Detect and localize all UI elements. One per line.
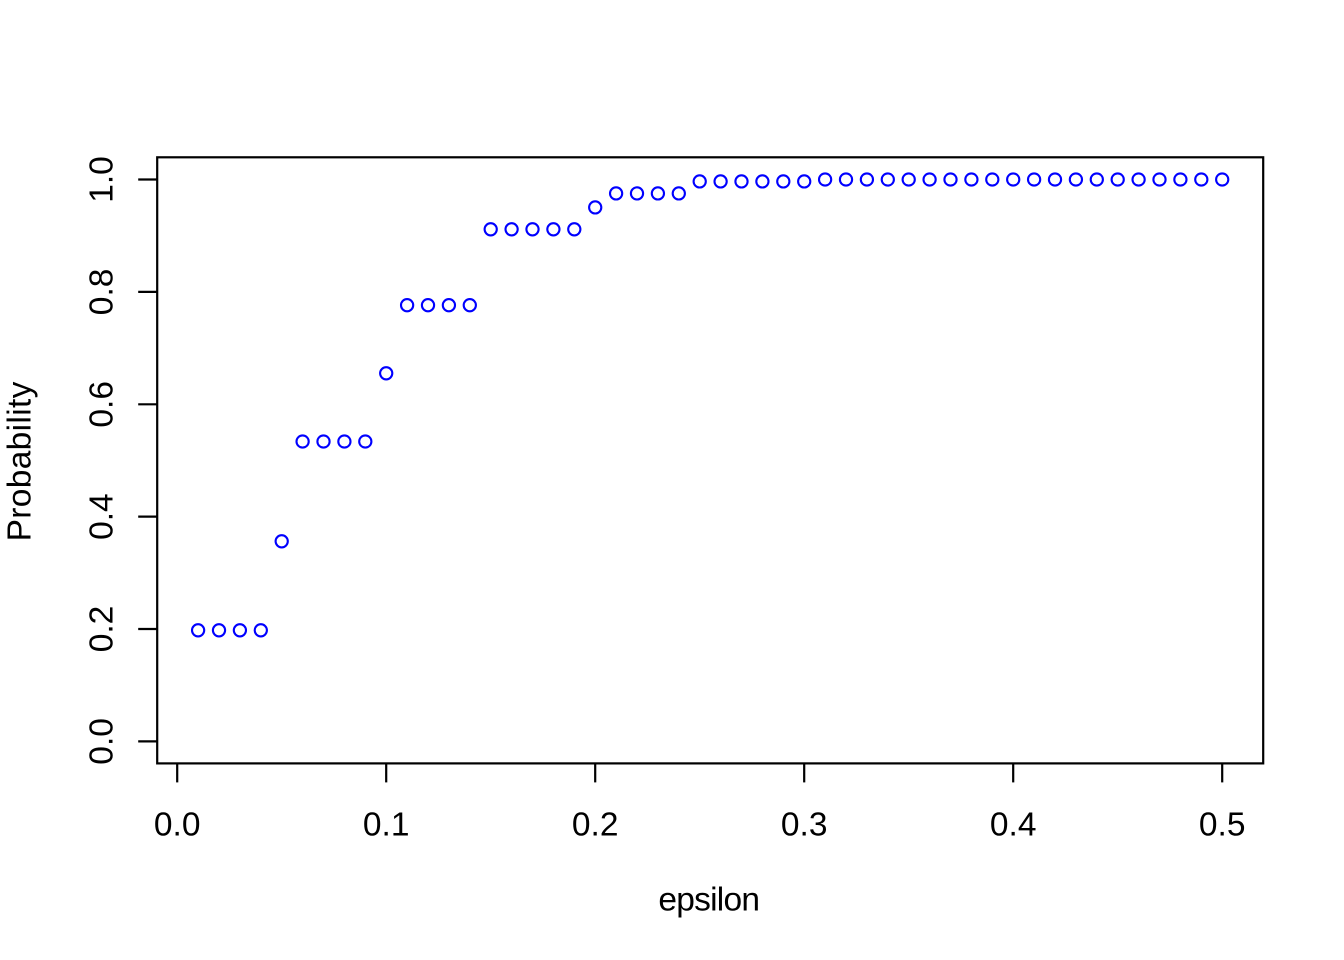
svg-text:0.8: 0.8 [83, 269, 120, 316]
svg-text:Probability: Probability [2, 381, 39, 541]
svg-text:0.5: 0.5 [1199, 806, 1246, 843]
svg-text:0.6: 0.6 [83, 381, 120, 428]
svg-text:0.0: 0.0 [83, 718, 120, 765]
svg-text:0.4: 0.4 [83, 493, 120, 540]
svg-text:0.1: 0.1 [363, 806, 410, 843]
svg-text:0.0: 0.0 [154, 806, 201, 843]
svg-text:1.0: 1.0 [83, 156, 120, 203]
svg-text:epsilon: epsilon [658, 882, 760, 919]
svg-text:0.2: 0.2 [83, 606, 120, 653]
svg-text:0.2: 0.2 [572, 806, 619, 843]
svg-text:0.4: 0.4 [990, 806, 1037, 843]
svg-text:0.3: 0.3 [781, 806, 828, 843]
